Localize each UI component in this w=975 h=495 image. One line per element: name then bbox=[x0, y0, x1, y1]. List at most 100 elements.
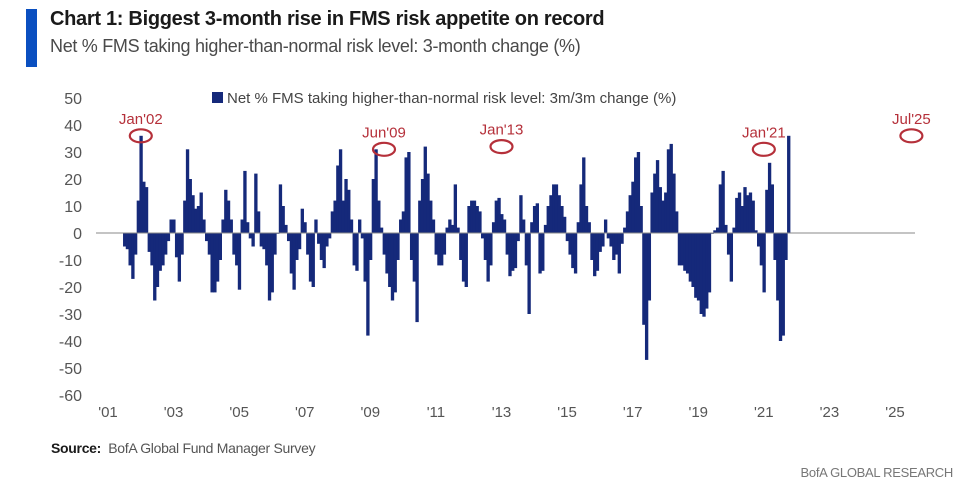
bar bbox=[382, 233, 386, 255]
bar bbox=[707, 233, 712, 293]
bar bbox=[164, 233, 168, 255]
bar bbox=[456, 227, 460, 233]
y-axis: 50 40 30 20 10 0 -10 -20 -30 -40 -50 -60 bbox=[59, 91, 82, 405]
chart-title: Chart 1: Biggest 3-month rise in FMS ris… bbox=[50, 8, 605, 30]
bar bbox=[429, 200, 433, 233]
bar bbox=[765, 189, 769, 233]
bar bbox=[524, 233, 529, 266]
bar bbox=[718, 184, 723, 233]
bar bbox=[327, 233, 332, 239]
bar bbox=[694, 233, 698, 298]
bar bbox=[647, 233, 652, 301]
bar bbox=[784, 233, 788, 260]
x-tick-label: '15 bbox=[557, 404, 577, 421]
bar bbox=[565, 233, 570, 242]
bar bbox=[177, 233, 182, 282]
bar bbox=[322, 233, 326, 269]
bar bbox=[125, 233, 130, 250]
bar bbox=[576, 222, 580, 233]
bar bbox=[483, 233, 488, 260]
bar bbox=[595, 233, 600, 271]
bar bbox=[352, 233, 356, 266]
bar bbox=[486, 233, 490, 282]
bar bbox=[358, 219, 362, 233]
bar bbox=[491, 222, 496, 233]
bar bbox=[308, 233, 313, 282]
bar bbox=[431, 219, 436, 233]
source-note: Source: BofA Global Fund Manager Survey bbox=[51, 440, 316, 456]
bar bbox=[546, 206, 550, 233]
bar bbox=[128, 233, 132, 266]
bar bbox=[702, 233, 706, 317]
bar bbox=[396, 233, 400, 260]
bar bbox=[142, 181, 146, 233]
y-tick-label: -10 bbox=[59, 253, 82, 270]
bar bbox=[721, 170, 725, 233]
bar bbox=[344, 179, 348, 233]
bar bbox=[215, 233, 220, 282]
bar bbox=[210, 233, 214, 293]
x-tick-label: '13 bbox=[492, 404, 512, 421]
bar bbox=[388, 233, 392, 287]
bar bbox=[658, 187, 662, 233]
legend: Net % FMS taking higher-than-normal risk… bbox=[212, 90, 676, 107]
bar bbox=[464, 233, 468, 287]
bar bbox=[166, 233, 171, 242]
bar bbox=[582, 157, 586, 233]
bar bbox=[467, 206, 471, 233]
bar bbox=[333, 200, 337, 233]
bar bbox=[191, 195, 195, 233]
bar bbox=[434, 233, 438, 255]
y-tick-label: -50 bbox=[59, 361, 82, 378]
bar bbox=[246, 222, 250, 233]
x-tick-label: '17 bbox=[623, 404, 643, 421]
bar bbox=[573, 233, 578, 274]
bar bbox=[459, 233, 463, 260]
bar bbox=[762, 233, 766, 293]
bar bbox=[617, 233, 621, 274]
bar bbox=[634, 157, 638, 233]
bar bbox=[336, 165, 340, 233]
bar bbox=[532, 206, 537, 233]
source-label: Source: bbox=[51, 440, 102, 456]
bar bbox=[726, 233, 731, 255]
bar bbox=[153, 233, 157, 301]
bar bbox=[415, 233, 419, 323]
bar bbox=[489, 233, 493, 266]
bar bbox=[593, 233, 597, 277]
bar bbox=[169, 219, 173, 233]
bar bbox=[691, 233, 695, 287]
bar bbox=[754, 230, 758, 233]
bar bbox=[500, 214, 504, 233]
bar bbox=[767, 162, 772, 233]
x-tick-label: '03 bbox=[164, 404, 184, 421]
y-tick-label: -20 bbox=[59, 280, 82, 297]
bar bbox=[237, 233, 242, 290]
bar bbox=[776, 233, 780, 301]
bar bbox=[453, 184, 458, 233]
bar bbox=[740, 206, 744, 233]
bar bbox=[240, 219, 244, 233]
bar bbox=[270, 233, 274, 293]
y-tick-label: 40 bbox=[64, 118, 82, 135]
bar bbox=[530, 222, 534, 233]
bar bbox=[655, 160, 660, 233]
bar bbox=[338, 149, 343, 233]
bar bbox=[311, 233, 315, 287]
y-tick-label: -60 bbox=[59, 388, 82, 405]
bar bbox=[199, 192, 203, 233]
bar bbox=[535, 203, 539, 233]
bar bbox=[437, 233, 441, 266]
y-tick-label: 50 bbox=[64, 91, 82, 108]
bar bbox=[511, 233, 515, 271]
x-tick-label: '19 bbox=[688, 404, 708, 421]
bar bbox=[743, 187, 747, 233]
bar bbox=[787, 135, 791, 233]
bar bbox=[401, 211, 406, 233]
bar bbox=[699, 233, 703, 314]
bar bbox=[278, 184, 283, 233]
bar bbox=[519, 195, 523, 233]
bar bbox=[560, 206, 564, 233]
annotation-label: Jan'13 bbox=[480, 122, 524, 139]
bar bbox=[481, 233, 485, 239]
